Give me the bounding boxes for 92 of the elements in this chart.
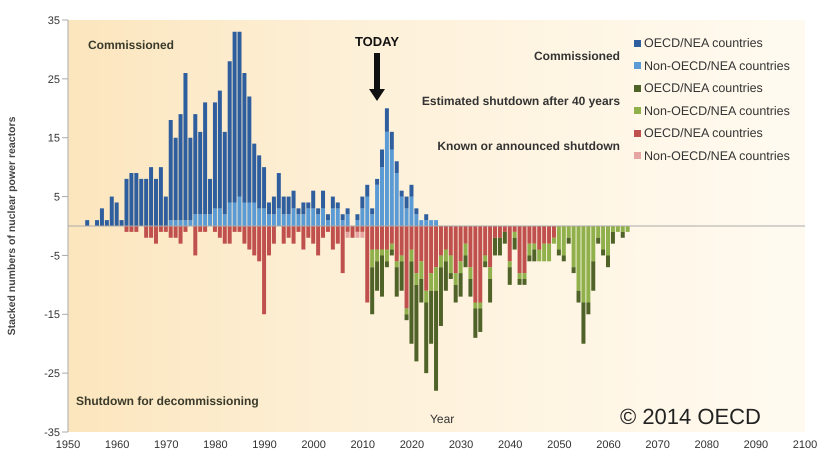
bar [606, 255, 610, 268]
x-tick-label: 2000 [301, 438, 326, 451]
bar [346, 208, 350, 214]
bar [488, 267, 492, 279]
bar [326, 214, 330, 220]
x-tick-label: 1980 [203, 438, 228, 451]
bar [556, 250, 561, 256]
y-tick-label: -15 [44, 309, 60, 322]
bar [572, 267, 576, 274]
x-tick-label: 2010 [350, 438, 376, 451]
x-tick-label: 2080 [694, 438, 719, 451]
bar [464, 255, 468, 268]
bar [370, 208, 374, 214]
bar [409, 184, 414, 197]
bar [414, 208, 418, 214]
bar [375, 178, 380, 185]
bar [85, 220, 90, 226]
annotation: TODAY [354, 34, 400, 49]
bar [620, 232, 625, 238]
bar [483, 261, 488, 268]
y-tick-label: 5 [54, 191, 60, 204]
y-tick-label: 25 [48, 74, 60, 86]
x-tick-label: 2050 [547, 438, 572, 451]
bar [562, 255, 566, 262]
bar [400, 255, 404, 262]
bar [346, 232, 350, 238]
y-tick-label: 35 [48, 14, 60, 27]
y-tick-label: -5 [50, 250, 60, 262]
y-tick-label: -35 [44, 426, 60, 439]
y-axis-title: Stacked numbers of nuclear power reactors [6, 116, 18, 336]
annotation: Estimated shutdown after 40 years [422, 94, 620, 108]
bar [355, 214, 360, 220]
legend-label: OECD/NEA countries [644, 81, 763, 95]
bar [458, 261, 463, 274]
bar [601, 250, 606, 256]
bar [360, 196, 364, 208]
x-tick-label: 1990 [252, 438, 277, 451]
bar [596, 238, 600, 244]
bar [424, 290, 428, 303]
legend-label: OECD/NEA countries [644, 36, 763, 50]
bar [316, 208, 320, 214]
annotation: © 2014 OECD [620, 404, 761, 430]
bar [365, 184, 370, 197]
x-tick-label: 2100 [792, 438, 818, 451]
bar [566, 238, 571, 244]
x-tick-label: 2040 [498, 438, 522, 451]
bar [390, 244, 394, 250]
bar [512, 232, 517, 238]
bar [468, 278, 472, 297]
bar [591, 261, 596, 291]
bar [483, 255, 488, 262]
bar [404, 308, 409, 314]
bar [508, 267, 512, 285]
legend-label: Non-OECD/NEA countries [644, 104, 790, 118]
x-tick-label: 2090 [744, 438, 768, 451]
bar [390, 250, 394, 256]
legend-label: OECD/NEA countries [644, 126, 763, 140]
annotation: Commissioned [534, 49, 620, 63]
annotation: Commissioned [88, 38, 174, 52]
bar [464, 244, 468, 256]
bar [404, 196, 409, 208]
bar [508, 261, 512, 268]
bar [384, 108, 389, 132]
x-tick-label: 2060 [596, 438, 621, 451]
y-tick-label: 15 [48, 132, 60, 145]
bar [454, 273, 458, 285]
annotation: Shutdown for decommissioning [76, 394, 259, 408]
x-tick-label: 1950 [56, 438, 80, 451]
bar [321, 190, 326, 208]
bar [468, 267, 472, 279]
legend-label: Non-OECD/NEA countries [644, 58, 790, 72]
x-tick-label: 2070 [645, 438, 670, 451]
x-tick-label: 1970 [154, 438, 179, 451]
bar [340, 214, 345, 220]
x-tick-label: 2030 [448, 438, 474, 451]
bar [394, 261, 399, 268]
legend-label: Non-OECD/NEA countries [644, 148, 790, 162]
x-tick-label: 2020 [400, 438, 424, 451]
bar [390, 132, 394, 150]
annotation: Known or announced shutdown [437, 139, 620, 153]
bar [394, 161, 399, 174]
bar [512, 238, 517, 250]
bar [380, 149, 384, 168]
bar [576, 290, 581, 303]
bar [610, 232, 615, 244]
bar [409, 250, 414, 262]
bar [424, 214, 428, 220]
y-tick-label: -25 [44, 368, 60, 380]
bar [400, 190, 404, 197]
x-tick-label: 1960 [104, 438, 130, 451]
x-axis-title: Year [430, 412, 454, 426]
bar [488, 278, 492, 303]
